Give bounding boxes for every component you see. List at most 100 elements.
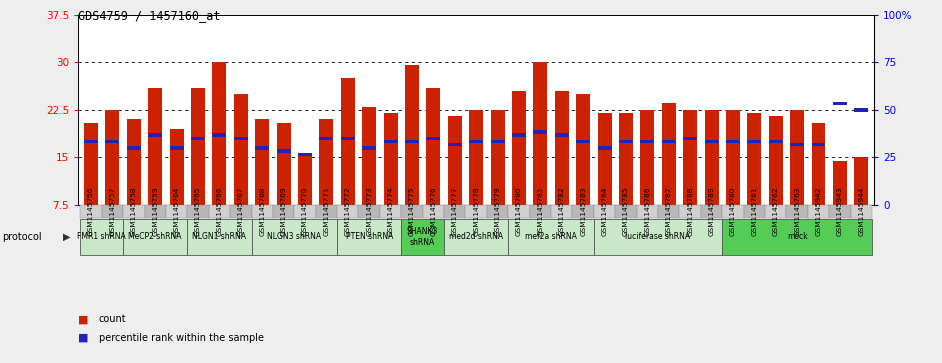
Text: GSM1145769: GSM1145769 (281, 187, 286, 236)
Bar (790, 110, 804, 205)
Text: GSM1145784: GSM1145784 (602, 187, 608, 236)
Bar (255, 146, 269, 150)
Text: ■: ■ (78, 314, 89, 325)
Bar (106, 110, 120, 205)
Text: GSM1145772: GSM1145772 (345, 187, 350, 236)
Bar (619, 140, 633, 143)
Text: GSM1145771: GSM1145771 (323, 187, 330, 236)
Text: luciferase shRNA: luciferase shRNA (625, 232, 690, 241)
Bar (555, 91, 569, 205)
Bar (833, 102, 847, 105)
Bar (213, 134, 226, 137)
Text: GSM1145789: GSM1145789 (708, 187, 715, 236)
Text: GSM1145776: GSM1145776 (430, 187, 436, 236)
Text: GSM1145767: GSM1145767 (237, 187, 244, 236)
Text: GSM1145788: GSM1145788 (687, 187, 693, 236)
Text: GSM1145760: GSM1145760 (730, 187, 736, 236)
Bar (383, 140, 398, 143)
Bar (491, 110, 505, 205)
Text: GSM1145762: GSM1145762 (772, 187, 779, 236)
Text: ■: ■ (78, 333, 89, 343)
Bar (726, 110, 739, 205)
Bar (854, 158, 869, 205)
Text: GSM1145758: GSM1145758 (131, 187, 137, 236)
Text: GSM1145943: GSM1145943 (836, 187, 843, 236)
Text: GSM1145773: GSM1145773 (366, 187, 372, 236)
Bar (683, 136, 697, 140)
Bar (662, 103, 675, 205)
Bar (213, 62, 226, 205)
Bar (298, 154, 312, 205)
Bar (255, 119, 269, 205)
Bar (447, 116, 462, 205)
Bar (512, 134, 526, 137)
Bar (662, 140, 675, 143)
Text: SHANK3
shRNA: SHANK3 shRNA (407, 227, 438, 246)
Bar (427, 136, 440, 140)
Bar (705, 110, 719, 205)
Text: GSM1145763: GSM1145763 (794, 187, 800, 236)
Bar (405, 65, 419, 205)
Text: GSM1145779: GSM1145779 (495, 187, 500, 236)
Bar (427, 87, 440, 205)
Bar (812, 123, 825, 205)
Bar (641, 110, 655, 205)
Text: FMR1 shRNA: FMR1 shRNA (77, 232, 126, 241)
Text: mef2a shRNA: mef2a shRNA (525, 232, 577, 241)
FancyBboxPatch shape (337, 219, 401, 255)
FancyBboxPatch shape (401, 219, 444, 255)
Text: GSM1145766: GSM1145766 (217, 187, 222, 236)
Text: GSM1145770: GSM1145770 (302, 187, 308, 236)
Bar (747, 113, 761, 205)
Bar (277, 123, 290, 205)
Bar (319, 136, 333, 140)
Bar (148, 134, 162, 137)
Text: GSM1145780: GSM1145780 (516, 187, 522, 236)
Bar (641, 140, 655, 143)
Text: GSM1145942: GSM1145942 (816, 187, 821, 236)
Bar (533, 130, 547, 134)
Text: med2d shRNA: med2d shRNA (449, 232, 503, 241)
FancyBboxPatch shape (80, 219, 123, 255)
Bar (363, 146, 376, 150)
FancyBboxPatch shape (444, 219, 509, 255)
Bar (619, 113, 633, 205)
Text: NLGN1 shRNA: NLGN1 shRNA (192, 232, 247, 241)
Text: GSM1145782: GSM1145782 (559, 187, 565, 236)
Bar (577, 94, 590, 205)
Bar (597, 113, 611, 205)
Bar (491, 140, 505, 143)
Text: GSM1145759: GSM1145759 (153, 187, 158, 236)
Text: GSM1145768: GSM1145768 (259, 187, 266, 236)
Bar (106, 140, 120, 143)
Bar (447, 143, 462, 147)
Text: GSM1145777: GSM1145777 (452, 187, 458, 236)
Bar (833, 160, 847, 205)
Bar (341, 78, 355, 205)
Text: MeCP2 shRNA: MeCP2 shRNA (128, 232, 182, 241)
FancyBboxPatch shape (187, 219, 252, 255)
Bar (469, 110, 483, 205)
Text: GSM1145775: GSM1145775 (409, 187, 415, 236)
Bar (769, 140, 783, 143)
Bar (277, 149, 290, 153)
Text: protocol: protocol (2, 232, 41, 242)
Bar (319, 119, 333, 205)
Bar (234, 136, 248, 140)
Text: PTEN shRNA: PTEN shRNA (346, 232, 393, 241)
Bar (363, 107, 376, 205)
Bar (234, 94, 248, 205)
FancyBboxPatch shape (252, 219, 337, 255)
Text: ▶: ▶ (63, 232, 71, 242)
Text: GSM1145764: GSM1145764 (173, 187, 180, 236)
Bar (469, 140, 483, 143)
Text: GSM1145765: GSM1145765 (195, 187, 201, 236)
FancyBboxPatch shape (123, 219, 187, 255)
Text: count: count (99, 314, 126, 325)
Text: GSM1145786: GSM1145786 (644, 187, 650, 236)
Text: mock: mock (787, 232, 807, 241)
Bar (127, 146, 140, 150)
Text: GSM1145761: GSM1145761 (752, 187, 757, 236)
FancyBboxPatch shape (723, 219, 872, 255)
Bar (191, 87, 205, 205)
